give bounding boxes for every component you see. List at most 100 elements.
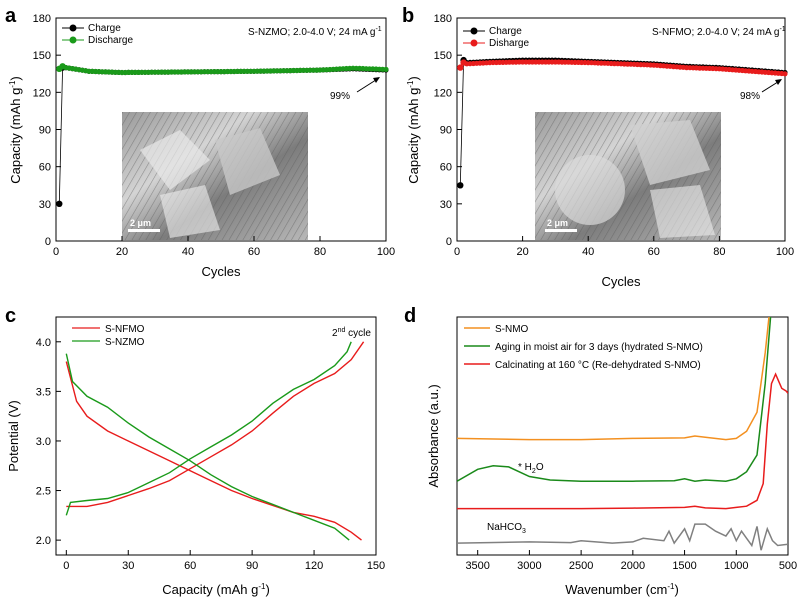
x-tick-label-a-1: 20 [116, 246, 128, 258]
y-axis-title-c: Potential (V) [6, 400, 21, 472]
condition-b: S-NFMO; 2.0-4.0 V; 24 mA g-1 [652, 26, 786, 38]
scale-bar-label-b: 2 μm [547, 218, 568, 228]
legend-label-charge-b: Charge [489, 26, 522, 37]
panel-b: b 2 μm 0 20 40 60 80 100 0 30 60 90 120 150 180 S-NF… [402, 5, 794, 289]
legend-b: Charge Disharge [463, 26, 529, 49]
legend-a: Charge Discharge [62, 23, 133, 46]
x-tick-label-a-5: 100 [377, 246, 395, 258]
y-tick-label-a-1: 30 [39, 199, 51, 211]
panel-a: a 2 μm 0 20 40 60 80 100 0 30 60 90 120 150 180 S-NZ… [5, 5, 395, 279]
plot-frame-d [456, 316, 789, 556]
y-axis-title-a: Capacity (mAh g-1) [8, 76, 23, 184]
x-tick-label-d-2: 2500 [569, 560, 593, 572]
legend-label-hydrated: Aging in moist air for 3 days (hydrated … [495, 342, 703, 353]
x-tick-label-d-5: 1000 [724, 560, 748, 572]
legend-d: S-NMO Aging in moist air for 3 days (hyd… [464, 324, 703, 371]
scale-bar-label-a: 2 μm [130, 218, 151, 228]
panel-label-b: b [402, 5, 414, 27]
legend-c: S-NFMO S-NZMO [72, 324, 145, 348]
y-tick-label-b-1: 30 [440, 199, 452, 211]
y-tick-label-a-0: 0 [45, 236, 51, 248]
y-axis-title-b: Capacity (mAh g-1) [406, 76, 421, 184]
x-tick-label-d-6: 500 [779, 560, 797, 572]
retention-arrowhead-b [775, 79, 782, 85]
cycle-label: 2nd cycle [332, 327, 371, 339]
curve-s-nfmo-charge [66, 341, 365, 508]
y-tick-label-a-2: 60 [39, 162, 51, 174]
x-tick-label-c-1: 30 [122, 560, 134, 572]
retention-arrowhead-a [373, 77, 380, 83]
legend-label-discharge-a: Discharge [88, 35, 133, 46]
legend-marker-charge-b [470, 27, 478, 35]
legend-marker-charge-a [69, 24, 77, 32]
curve-s-nfmo-discharge [65, 361, 362, 541]
y-tick-label-c-4: 4.0 [36, 337, 51, 349]
panel-d: d 3500 3000 2500 2000 1500 1000 500 S-NMO Agin… [404, 305, 797, 597]
curve-s-nzmo-discharge [65, 353, 350, 541]
sem-inset-b: 2 μm [535, 112, 721, 240]
y-tick-label-a-5: 150 [33, 50, 51, 62]
legend-label-charge-a: Charge [88, 23, 121, 34]
x-tick-label-d-1: 3000 [517, 560, 541, 572]
legend-label-snmo: S-NMO [495, 324, 529, 335]
y-tick-label-b-4: 120 [434, 87, 452, 99]
x-tick-label-c-2: 60 [184, 560, 196, 572]
x-tick-label-b-4: 80 [713, 246, 725, 258]
legend-marker-discharge-b [470, 39, 478, 47]
y-tick-label-c-1: 2.5 [36, 486, 51, 498]
x-tick-label-d-3: 2000 [621, 560, 645, 572]
y-tick-label-a-6: 180 [33, 13, 51, 25]
retention-label-a: 99% [330, 91, 350, 102]
spectrum-0 [457, 317, 770, 441]
x-tick-label-b-2: 40 [582, 246, 594, 258]
y-tick-label-a-3: 90 [39, 125, 51, 137]
x-tick-label-d-4: 1500 [672, 560, 696, 572]
legend-label-discharge-b: Disharge [489, 38, 529, 49]
point-a-0-0 [56, 200, 63, 207]
x-axis-title-b: Cycles [601, 274, 641, 289]
retention-label-b: 98% [740, 91, 760, 102]
sem-inset-a: 2 μm [122, 112, 308, 240]
y-tick-label-b-6: 180 [434, 13, 452, 25]
y-tick-label-b-0: 0 [446, 236, 452, 248]
legend-label-nzmo: S-NZMO [105, 337, 145, 348]
y-tick-label-c-2: 3.0 [36, 436, 51, 448]
spectrum-1 [457, 317, 772, 482]
spectrum-2 [457, 372, 788, 510]
x-tick-label-a-0: 0 [53, 246, 59, 258]
point-b-0-0 [457, 182, 464, 189]
x-tick-label-d-0: 3500 [465, 560, 489, 572]
curve-s-nzmo-charge [65, 341, 352, 516]
x-axis-title-d: Wavenumber (cm-1) [565, 582, 679, 597]
y-tick-label-c-0: 2.0 [36, 535, 51, 547]
water-label: * H2O [518, 462, 544, 475]
panel-label-a: a [5, 5, 17, 27]
x-tick-label-c-0: 0 [63, 560, 69, 572]
y-tick-label-a-4: 120 [33, 87, 51, 99]
panel-label-d: d [404, 305, 416, 327]
nahco3-label: NaHCO3 [487, 522, 526, 535]
panel-label-c: c [5, 305, 16, 327]
x-axis-title-c: Capacity (mAh g-1) [162, 582, 270, 597]
x-tick-label-a-2: 40 [182, 246, 194, 258]
x-tick-label-b-3: 60 [648, 246, 660, 258]
x-tick-label-a-4: 80 [314, 246, 326, 258]
y-tick-label-c-3: 3.5 [36, 386, 51, 398]
point-a-1-99 [383, 66, 389, 72]
x-tick-label-c-5: 150 [367, 560, 385, 572]
x-tick-label-a-3: 60 [248, 246, 260, 258]
legend-label-nfmo: S-NFMO [105, 324, 145, 335]
point-b-1-0 [457, 64, 464, 71]
y-axis-title-d: Absorbance (a.u.) [426, 384, 441, 487]
y-tick-label-b-5: 150 [434, 50, 452, 62]
legend-marker-discharge-a [69, 36, 77, 44]
x-tick-label-b-5: 100 [776, 246, 794, 258]
x-tick-label-c-4: 120 [305, 560, 323, 572]
x-tick-label-c-3: 90 [246, 560, 258, 572]
x-tick-label-b-1: 20 [516, 246, 528, 258]
condition-a: S-NZMO; 2.0-4.0 V; 24 mA g-1 [248, 26, 382, 38]
point-b-1-99 [782, 71, 788, 77]
legend-label-dehydrated: Calcinating at 160 °C (Re-dehydrated S-N… [495, 360, 701, 371]
panel-c: c 0 30 60 90 120 150 2.0 2.5 3.0 3.5 4.0 S-NFMO S-… [5, 305, 385, 597]
